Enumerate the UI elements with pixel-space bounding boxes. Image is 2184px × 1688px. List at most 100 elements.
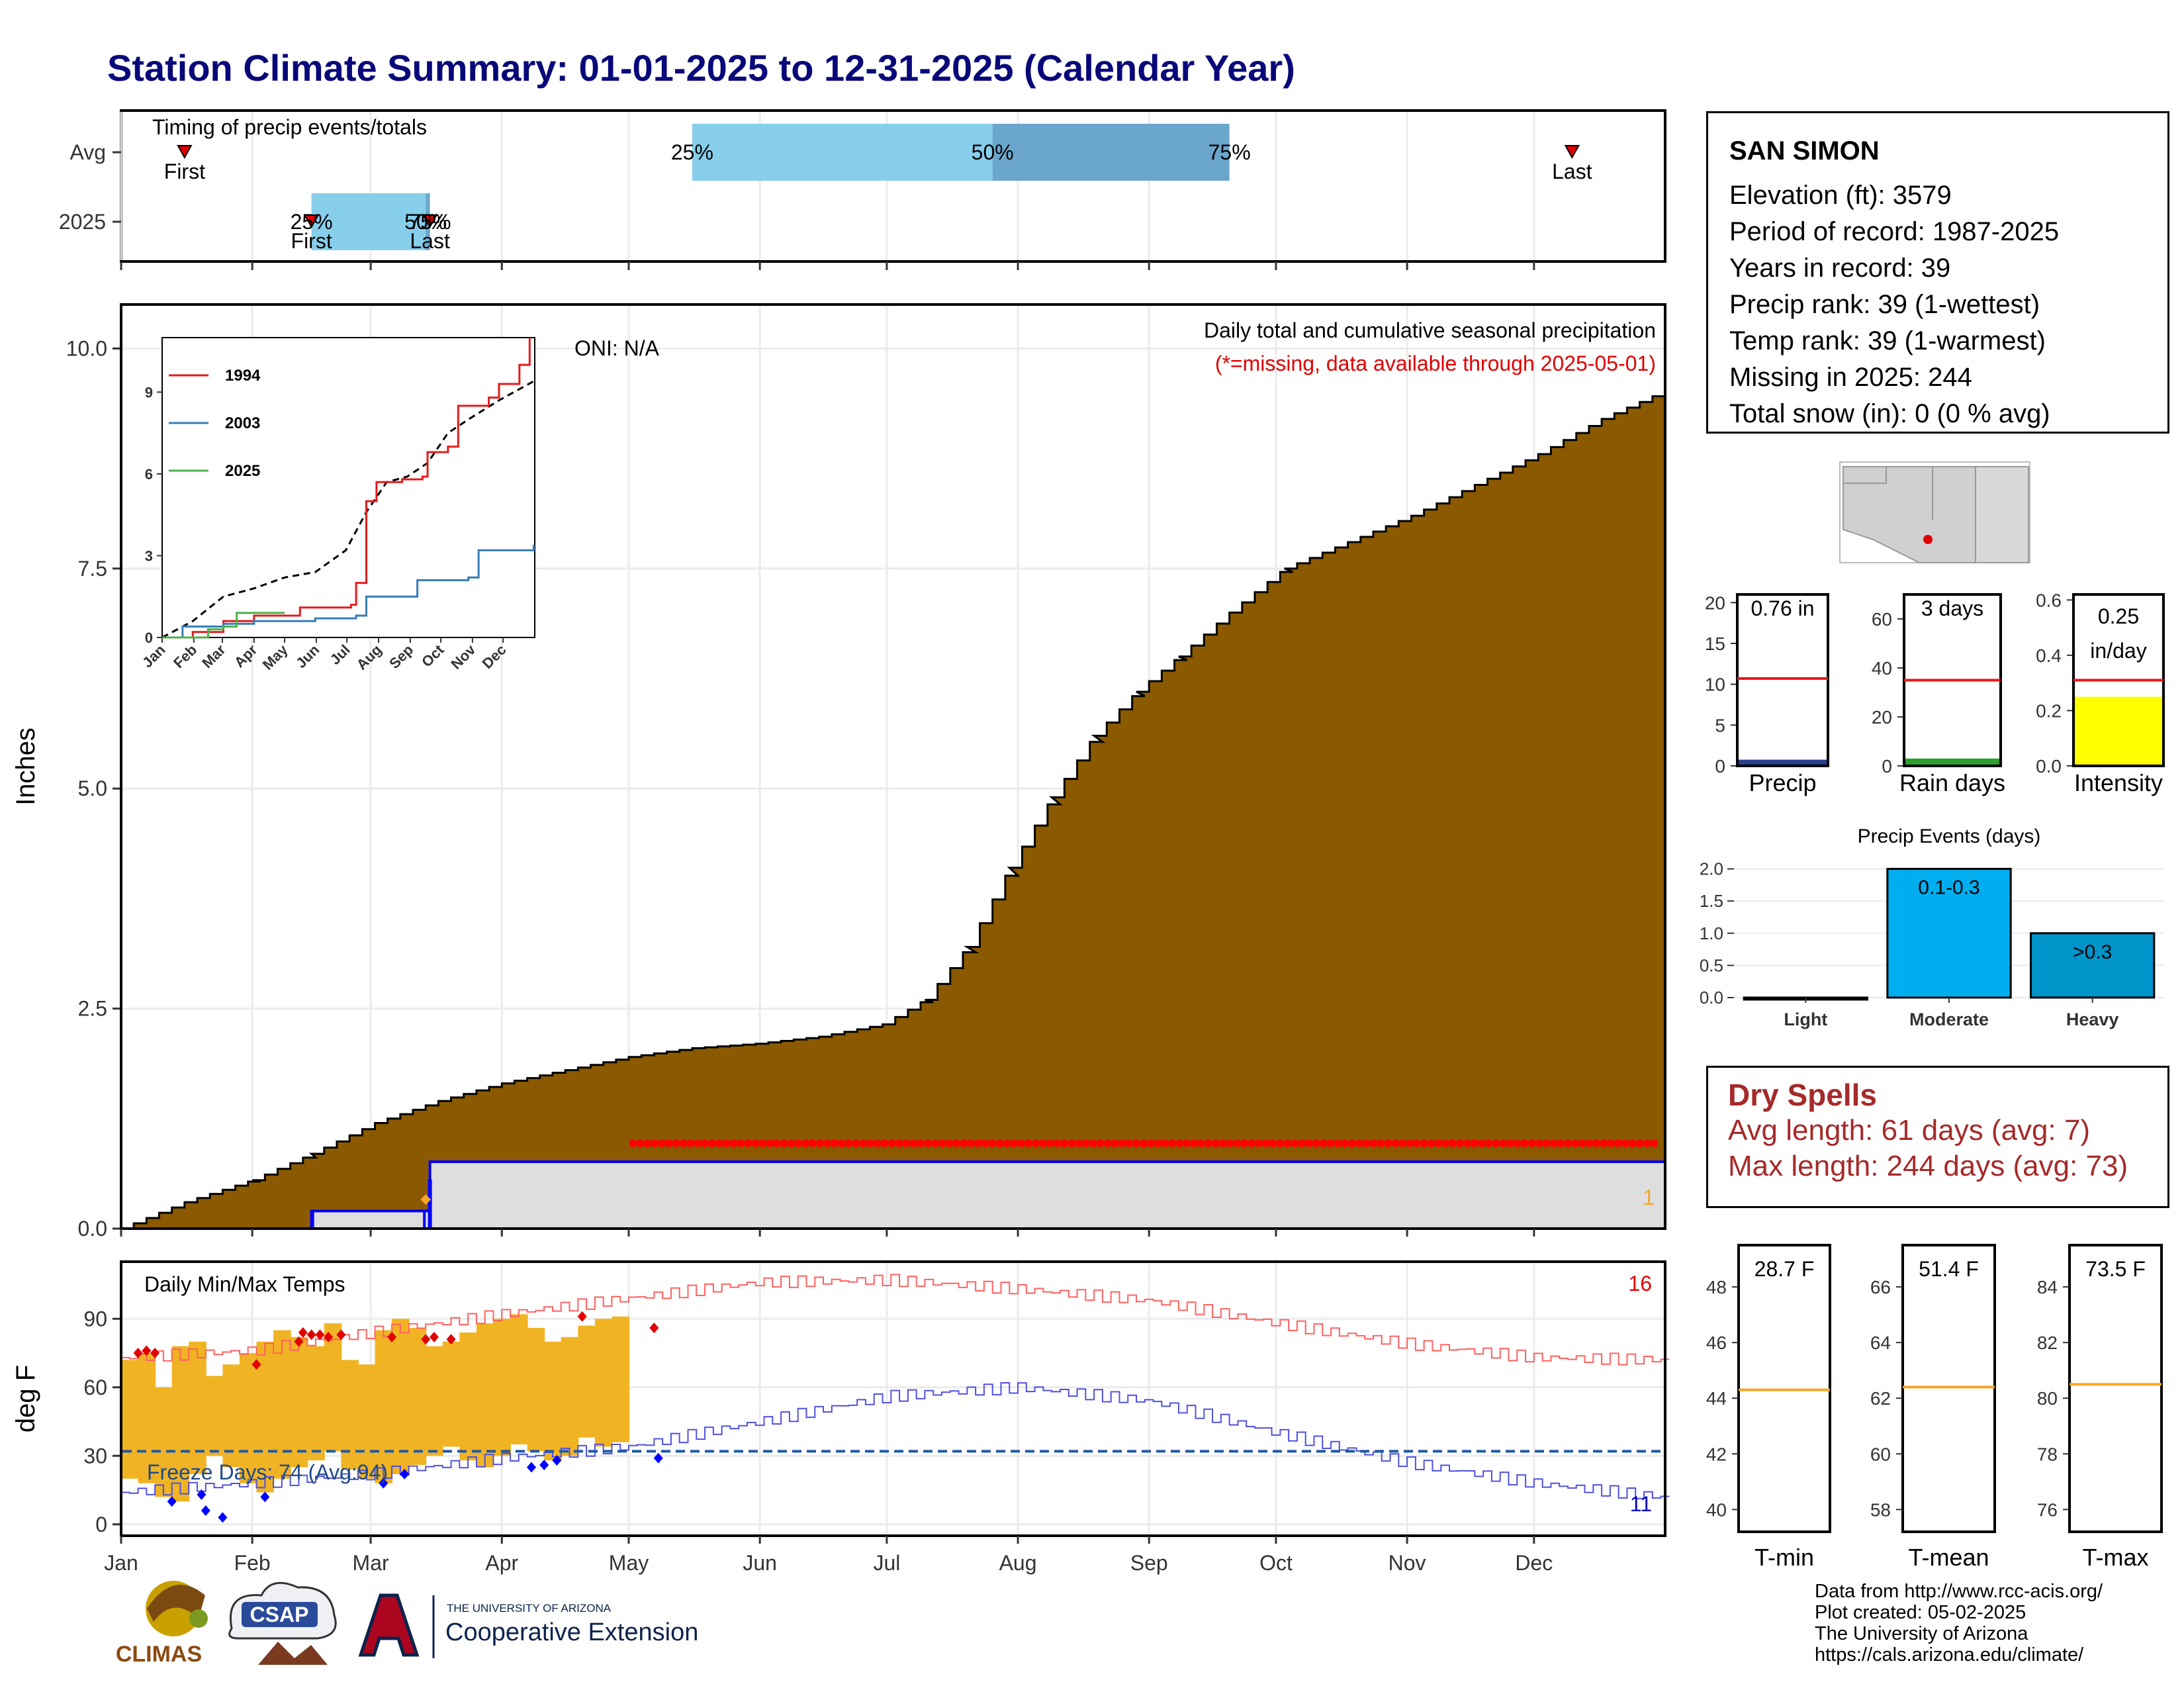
missing-count: 1 <box>1643 1186 1655 1209</box>
temp-range-bar <box>256 1341 275 1493</box>
missing-day-marker <box>1197 1139 1205 1148</box>
mini-value-label: in/day <box>2090 639 2146 663</box>
missing-day-marker <box>1261 1139 1270 1148</box>
missing-day-marker <box>1628 1139 1637 1148</box>
temp-range-bar <box>290 1336 308 1468</box>
missing-day-marker <box>1161 1139 1169 1148</box>
missing-day-marker <box>629 1139 637 1148</box>
missing-day-marker <box>1132 1139 1141 1148</box>
temp-range-bar <box>357 1364 376 1479</box>
missing-day-marker <box>1348 1139 1357 1148</box>
month-label: Sep <box>1130 1551 1168 1575</box>
record-low-marker <box>653 1452 663 1464</box>
mini-ytick-label: 0.0 <box>2036 756 2062 776</box>
timing-pct-label: 75% <box>409 210 451 234</box>
dry-spells-avg: Avg length: 61 days (avg: 7) <box>1728 1114 2091 1147</box>
missing-day-marker <box>895 1139 903 1148</box>
missing-day-marker <box>694 1139 702 1148</box>
missing-day-marker <box>1362 1139 1371 1148</box>
temp-range-bar <box>341 1360 359 1470</box>
temp-range-bar <box>561 1336 579 1456</box>
record-low-marker <box>167 1496 177 1507</box>
temp-range-bar <box>544 1341 562 1461</box>
missing-day-marker <box>1046 1139 1054 1148</box>
mini-temp-label: T-max <box>2082 1544 2148 1571</box>
csap-logo: CSAP <box>228 1581 337 1665</box>
station-elevation: Elevation (ft): 3579 <box>1729 181 1952 210</box>
month-label: Apr <box>485 1551 518 1575</box>
missing-day-marker <box>765 1139 774 1148</box>
freeze-days-label: Freeze Days: 74 (Avg:94) <box>147 1460 388 1484</box>
missing-day-marker <box>722 1139 731 1148</box>
mini-temp-ytick-label: 82 <box>2037 1333 2058 1353</box>
missing-day-marker <box>923 1139 932 1148</box>
temp-range-bar <box>307 1346 325 1461</box>
timing-pct-label: 25% <box>671 140 713 164</box>
inset-ytick-label: 0 <box>145 630 153 646</box>
missing-day-marker <box>715 1139 723 1148</box>
mini-observed-bar <box>1904 758 2001 766</box>
missing-day-marker <box>938 1139 946 1148</box>
mini-temp-ytick-label: 58 <box>1870 1499 1891 1520</box>
precip-ytick-label: 10.0 <box>66 336 107 360</box>
record-high-marker <box>421 1334 431 1345</box>
missing-day-marker <box>1218 1139 1227 1148</box>
missing-day-marker <box>1075 1139 1083 1148</box>
missing-day-marker <box>809 1139 817 1148</box>
missing-day-marker <box>1398 1139 1407 1148</box>
missing-day-marker <box>1549 1139 1558 1148</box>
events-ytick-label: 0.0 <box>1700 988 1723 1008</box>
temp-range-bar <box>138 1353 156 1483</box>
temp-ytick-label: 0 <box>95 1513 107 1536</box>
timing-marker <box>303 214 320 229</box>
record-high-marker <box>324 1331 334 1342</box>
mini-panel-frame <box>1736 593 1829 767</box>
missing-day-marker <box>1326 1139 1335 1148</box>
missing-day-marker <box>995 1139 1004 1148</box>
missing-day-marker <box>1283 1139 1292 1148</box>
inset-legend-label: 2025 <box>225 462 260 480</box>
missing-day-marker <box>1053 1139 1062 1148</box>
missing-day-marker <box>1204 1139 1212 1148</box>
record-high-marker <box>315 1329 325 1340</box>
mini-temp-value: 73.5 F <box>2085 1257 2146 1281</box>
missing-day-marker <box>1168 1139 1177 1148</box>
missing-day-marker <box>1513 1139 1522 1148</box>
missing-day-marker <box>1369 1139 1378 1148</box>
temp-plot: 0 30 60 90 deg F Daily Min/Max Temps Freeze Da… <box>11 1262 1670 1536</box>
record-high-marker <box>142 1345 152 1356</box>
inset-legend-label: 1994 <box>225 367 261 385</box>
precip-ytick-label: 7.5 <box>78 557 107 581</box>
missing-day-marker <box>1535 1139 1543 1148</box>
temp-range-bar <box>408 1328 427 1466</box>
missing-day-marker <box>1477 1139 1486 1148</box>
timing-label: Timing of precip events/totals <box>152 115 427 139</box>
station-name: SAN SIMON <box>1729 136 1880 165</box>
missing-day-marker <box>737 1139 745 1148</box>
inset-series-line <box>162 612 285 639</box>
normal-max-line <box>121 1274 1670 1366</box>
timing-marker <box>1564 145 1580 160</box>
oni-label: ONI: N/A <box>574 336 660 360</box>
cold-count: 11 <box>1630 1492 1652 1516</box>
missing-day-marker <box>1607 1139 1615 1148</box>
climas-logo: CLIMAS <box>116 1581 208 1667</box>
mini-ytick-label: 40 <box>1872 658 1892 679</box>
missing-day-marker <box>880 1139 889 1148</box>
mini-temp-frame <box>1737 1244 1831 1533</box>
mini-temp-value: 51.4 F <box>1919 1257 1979 1281</box>
missing-day-marker <box>1089 1139 1097 1148</box>
missing-day-marker <box>1441 1139 1450 1148</box>
missing-day-marker <box>1384 1139 1392 1148</box>
dry-spells-title: Dry Spells <box>1728 1078 1877 1112</box>
missing-day-marker <box>1068 1139 1076 1148</box>
missing-day-marker <box>1146 1139 1155 1148</box>
missing-day-marker <box>917 1139 925 1148</box>
missing-day-marker <box>866 1139 874 1148</box>
missing-day-marker <box>1226 1139 1234 1148</box>
events-ytick-label: 0.5 <box>1700 955 1723 975</box>
record-high-marker <box>429 1331 439 1342</box>
temp-range-bar <box>493 1319 512 1456</box>
timing-bar-25-50 <box>311 193 426 250</box>
mini-value-label: 3 days <box>1921 596 1983 620</box>
